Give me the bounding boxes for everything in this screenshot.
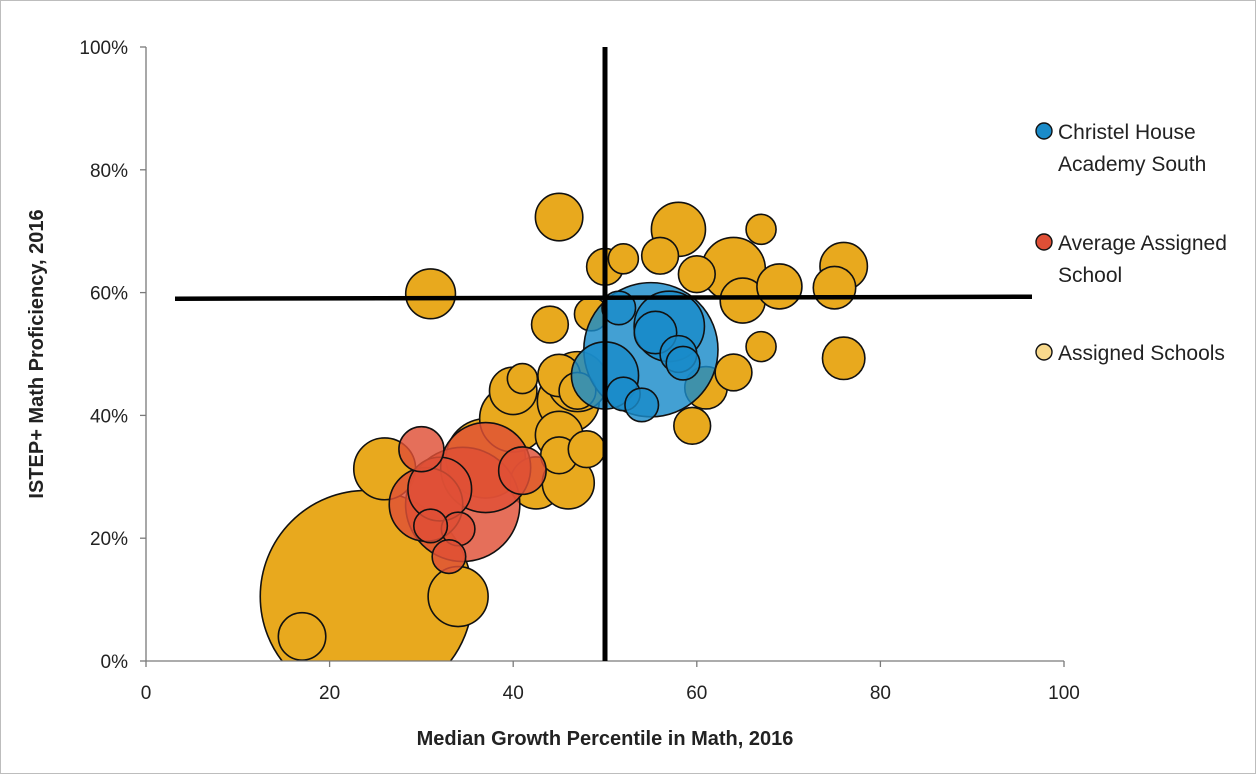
x-tick-label: 80 xyxy=(870,683,891,704)
x-tick-label: 20 xyxy=(319,683,340,704)
legend-label: Christel House xyxy=(1058,121,1196,144)
bubble-assigned-schools xyxy=(567,429,606,469)
bubble-average-assigned-school xyxy=(497,446,547,496)
horizontal-reference-line xyxy=(174,294,1033,301)
legend-marker xyxy=(1035,122,1053,140)
x-tick-label: 60 xyxy=(686,683,707,704)
y-axis-title: ISTEP+ Math Proficiency, 2016 xyxy=(26,209,48,498)
bubble-assigned-schools xyxy=(534,192,584,242)
reference-lines xyxy=(174,47,1033,661)
y-tick-label: 0% xyxy=(101,652,129,673)
bubble-assigned-schools xyxy=(714,353,753,392)
legend: Christel House Academy South Average Assig… xyxy=(1035,121,1227,365)
bubble-average-assigned-school xyxy=(431,539,467,575)
bubble-assigned-schools xyxy=(745,213,777,246)
y-tick-label: 60% xyxy=(90,284,128,305)
bubble-average-assigned-school xyxy=(413,508,449,544)
bubble-assigned-schools xyxy=(404,268,457,320)
legend-label: Average Assigned xyxy=(1058,232,1227,255)
y-tick-label: 20% xyxy=(90,529,128,550)
bubble-assigned-schools xyxy=(506,362,539,395)
bubble-assigned-schools xyxy=(530,305,570,344)
bubble-assigned-schools xyxy=(821,336,866,381)
bubble-assigned-schools xyxy=(756,263,803,310)
tick-labels: 0% 20% 40% 60% 80% 100% 0 20 40 60 80 100 xyxy=(79,38,1079,704)
bubble-average-assigned-school xyxy=(398,425,445,473)
y-tick-label: 100% xyxy=(79,38,128,59)
bubble-christel-house-academy-south xyxy=(624,387,660,423)
legend-label: School xyxy=(1058,264,1122,287)
x-axis-title: Median Growth Percentile in Math, 2016 xyxy=(417,728,794,750)
bubble-assigned-schools xyxy=(745,330,777,363)
x-tick-label: 100 xyxy=(1048,683,1080,704)
x-tick-label: 0 xyxy=(141,683,152,704)
y-tick-label: 40% xyxy=(90,406,128,427)
legend-marker xyxy=(1035,233,1053,251)
bubble-assigned-schools xyxy=(812,265,857,310)
legend-label: Assigned Schools xyxy=(1058,342,1225,365)
bubble-christel-house-academy-south xyxy=(665,345,701,381)
x-tick-label: 40 xyxy=(503,683,524,704)
bubble-assigned-schools xyxy=(640,236,680,275)
bubble-assigned-schools xyxy=(677,255,716,294)
bubble-layer xyxy=(259,192,869,661)
legend-marker xyxy=(1035,343,1053,361)
bubble-assigned-schools xyxy=(427,565,489,628)
bubble-assigned-schools xyxy=(607,243,640,275)
bubble-assigned-schools xyxy=(277,611,327,661)
legend-label: Academy South xyxy=(1058,153,1206,176)
y-tick-label: 80% xyxy=(90,161,128,182)
bubble-assigned-schools xyxy=(673,406,712,446)
